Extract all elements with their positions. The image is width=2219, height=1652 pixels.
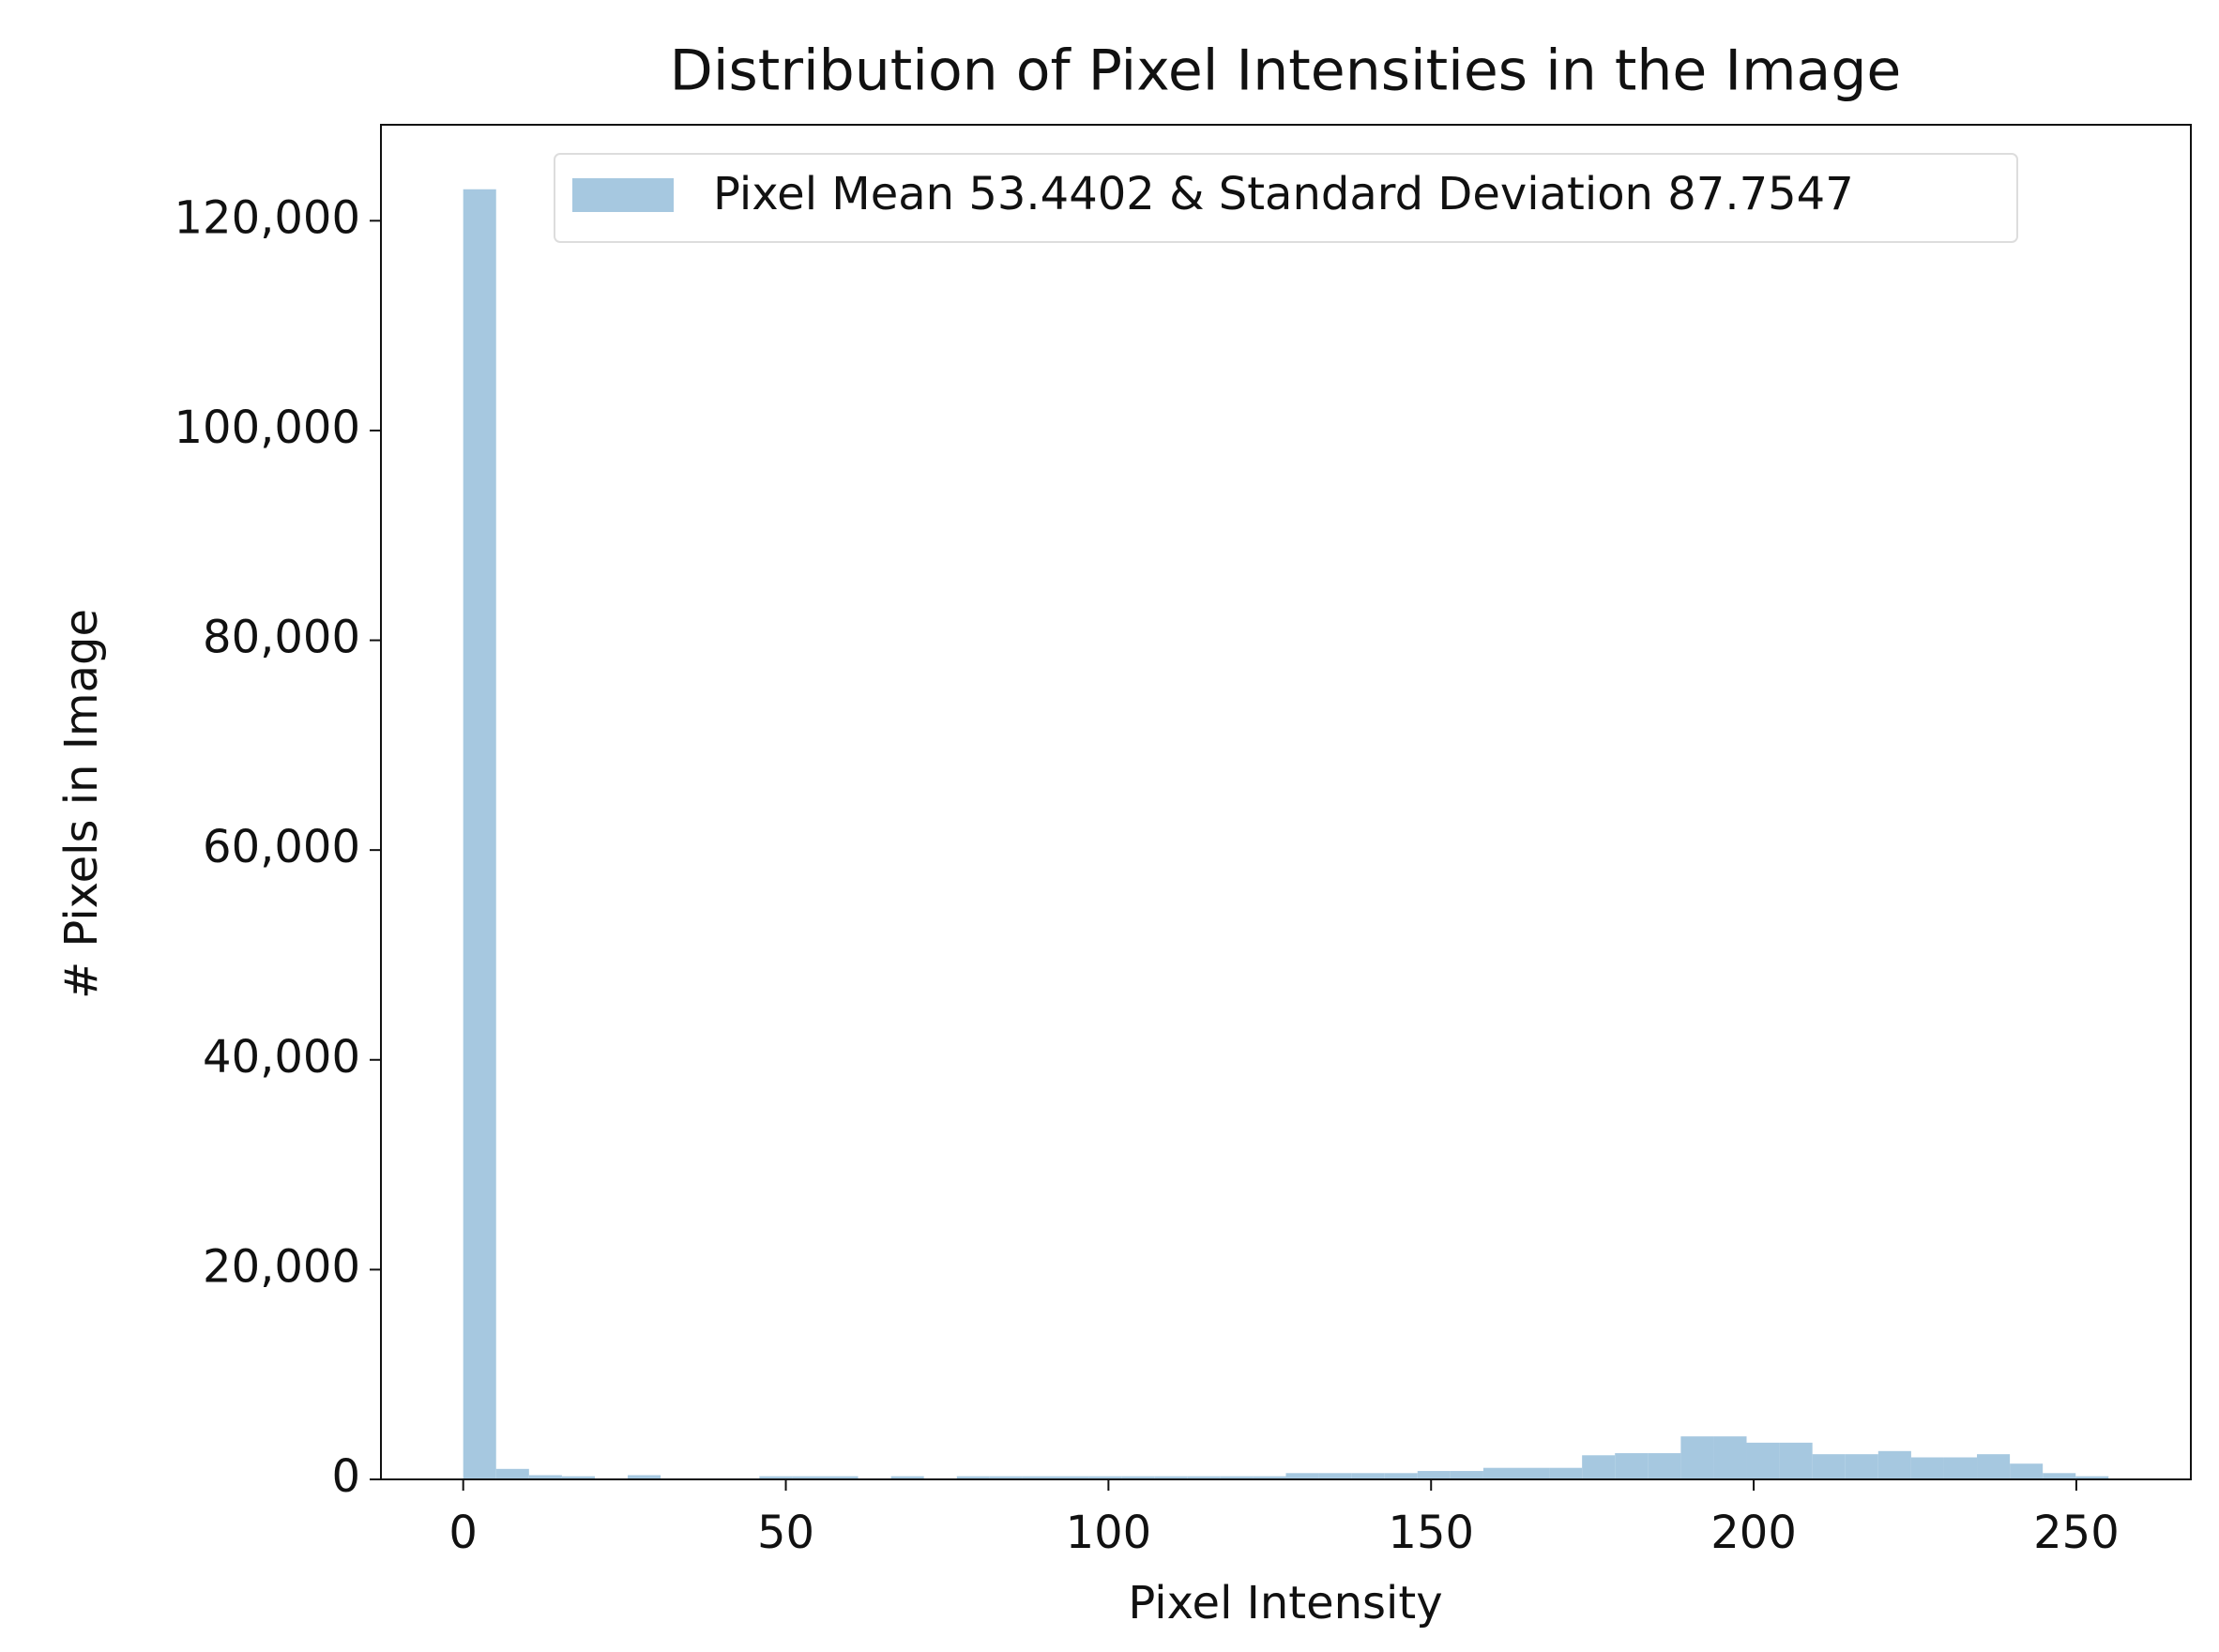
y-tick-label: 20,000 bbox=[203, 1240, 360, 1293]
y-tick-label: 100,000 bbox=[175, 402, 361, 454]
histogram-bar bbox=[1220, 1476, 1254, 1479]
histogram-bar bbox=[1318, 1473, 1352, 1479]
histogram-bar bbox=[1417, 1471, 1451, 1479]
histogram-bar bbox=[1121, 1476, 1155, 1479]
histogram-bar bbox=[2075, 1476, 2109, 1479]
histogram-bar bbox=[825, 1476, 859, 1479]
histogram-bar bbox=[1877, 1450, 1911, 1479]
histogram-bar bbox=[1022, 1476, 1056, 1479]
x-axis-label: Pixel Intensity bbox=[1128, 1577, 1442, 1629]
histogram-bar bbox=[2043, 1473, 2076, 1479]
histogram-bar bbox=[1482, 1467, 1517, 1479]
legend-box bbox=[554, 153, 2018, 243]
x-tick-label: 150 bbox=[1388, 1507, 1474, 1559]
histogram-bar bbox=[1055, 1476, 1089, 1479]
histogram-bar bbox=[956, 1476, 990, 1479]
y-tick-label: 120,000 bbox=[175, 191, 361, 244]
y-axis-label: # Pixels in Image bbox=[55, 609, 108, 999]
histogram-bar bbox=[1516, 1467, 1550, 1479]
histogram-bar bbox=[759, 1476, 793, 1479]
y-tick-label: 0 bbox=[331, 1450, 360, 1503]
histogram-bar bbox=[792, 1476, 826, 1479]
histogram-bar bbox=[628, 1475, 661, 1479]
x-tick-label: 50 bbox=[757, 1507, 814, 1559]
histogram-bar bbox=[1154, 1476, 1188, 1479]
y-tick-label: 80,000 bbox=[203, 612, 360, 664]
histogram-bar bbox=[1910, 1457, 1944, 1479]
histogram-bar bbox=[528, 1475, 562, 1479]
histogram-bar bbox=[1088, 1476, 1122, 1479]
histogram-bar bbox=[890, 1476, 924, 1479]
histogram-bar bbox=[1845, 1454, 1878, 1479]
histogram-bar bbox=[1680, 1436, 1714, 1479]
y-tick-label: 60,000 bbox=[203, 821, 360, 873]
histogram-bar bbox=[1450, 1471, 1483, 1479]
histogram-bar bbox=[1977, 1454, 2011, 1479]
y-tick-label: 40,000 bbox=[203, 1031, 360, 1084]
histogram-bar bbox=[1285, 1473, 1319, 1479]
histogram-bar bbox=[1384, 1473, 1418, 1479]
histogram-bar bbox=[561, 1476, 595, 1479]
histogram-bar bbox=[1812, 1454, 1846, 1479]
histogram-bar bbox=[1779, 1442, 1813, 1479]
x-tick-label: 200 bbox=[1710, 1507, 1797, 1559]
histogram-bar bbox=[1615, 1453, 1649, 1479]
x-tick-label: 0 bbox=[448, 1507, 478, 1559]
histogram-bar bbox=[989, 1476, 1023, 1479]
histogram-bar bbox=[1746, 1442, 1780, 1479]
plot-frame bbox=[380, 124, 2192, 1480]
histogram-bar bbox=[1549, 1467, 1583, 1479]
histogram-bar bbox=[463, 189, 496, 1479]
legend-swatch bbox=[572, 178, 674, 212]
legend-label: Pixel Mean 53.4402 & Standard Deviation … bbox=[713, 168, 1854, 220]
histogram-bar bbox=[1351, 1473, 1385, 1479]
histogram-bar bbox=[2010, 1463, 2044, 1479]
histogram-bar bbox=[1187, 1476, 1221, 1479]
histogram-bar bbox=[1582, 1455, 1616, 1479]
histogram-bar bbox=[1253, 1476, 1286, 1479]
histogram-bar bbox=[1648, 1453, 1681, 1479]
x-tick-label: 250 bbox=[2033, 1507, 2120, 1559]
x-tick-label: 100 bbox=[1066, 1507, 1152, 1559]
histogram-bar bbox=[1943, 1457, 1978, 1479]
chart-title: Distribution of Pixel Intensities in the… bbox=[670, 38, 1902, 104]
histogram-bar bbox=[1713, 1436, 1747, 1479]
histogram-bar bbox=[495, 1468, 529, 1479]
